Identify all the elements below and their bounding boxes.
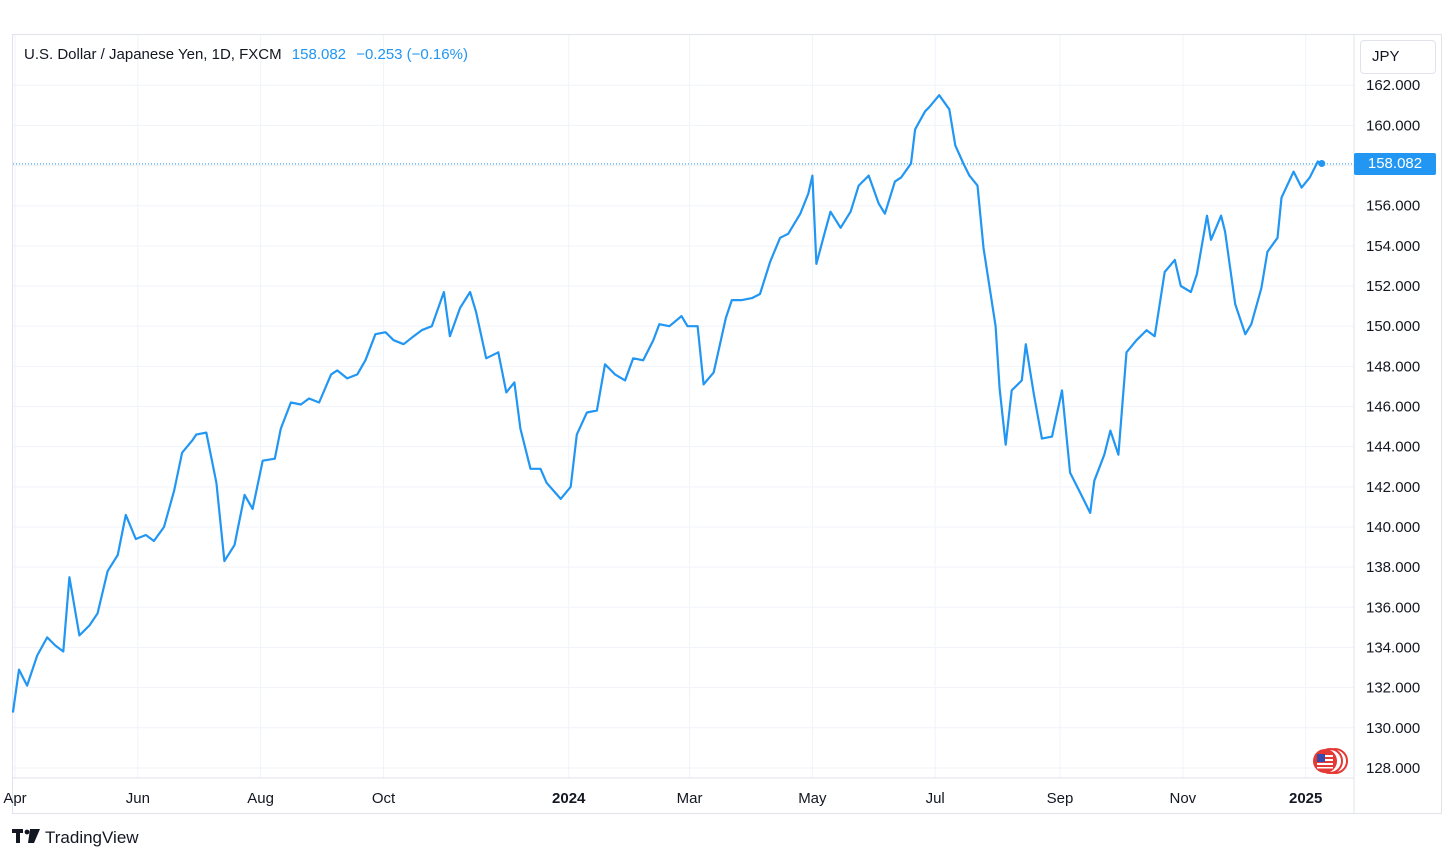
y-tick-label: 146.000 [1366, 399, 1420, 416]
x-tick-label: 2025 [1289, 790, 1322, 807]
y-tick-label: 160.000 [1366, 117, 1420, 134]
tradingview-brand[interactable]: TradingView [12, 826, 139, 850]
y-tick-label: 156.000 [1366, 198, 1420, 215]
y-tick-label: 138.000 [1366, 559, 1420, 576]
x-tick-label: Nov [1170, 790, 1197, 807]
y-tick-label: 154.000 [1366, 238, 1420, 255]
y-tick-label: 132.000 [1366, 680, 1420, 697]
y-tick-label: 130.000 [1366, 720, 1420, 737]
price-series-line [11, 94, 1323, 713]
y-tick-label: 134.000 [1366, 639, 1420, 656]
last-point-marker [1318, 160, 1326, 168]
currency-button[interactable]: JPY [1360, 40, 1436, 74]
y-tick-label: 136.000 [1366, 599, 1420, 616]
x-tick-label: Apr [3, 790, 26, 807]
chart-legend: U.S. Dollar / Japanese Yen, 1D, FXCM 158… [24, 46, 468, 63]
x-tick-label: Jun [126, 790, 150, 807]
y-tick-label: 148.000 [1366, 358, 1420, 375]
y-tick-label: 140.000 [1366, 519, 1420, 536]
x-tick-label: Mar [677, 790, 703, 807]
us-flag-icon[interactable] [1311, 746, 1351, 776]
y-tick-label: 152.000 [1366, 278, 1420, 295]
last-value: 158.082 [291, 46, 347, 63]
brand-name: TradingView [45, 828, 139, 847]
x-tick-label: May [798, 790, 827, 807]
chart-frame [12, 34, 1442, 814]
last-price-tag: 158.082 [1354, 152, 1436, 175]
symbol-title: U.S. Dollar / Japanese Yen, 1D, FXCM [24, 46, 282, 63]
y-tick-label: 150.000 [1366, 318, 1420, 335]
x-tick-label: Jul [926, 790, 945, 807]
x-tick-label: Aug [247, 790, 274, 807]
y-tick-label: 144.000 [1366, 439, 1420, 456]
price-change: −0.253 (−0.16%) [356, 46, 468, 63]
x-tick-label: Oct [372, 790, 396, 807]
tradingview-logo-icon [12, 828, 40, 848]
y-tick-label: 128.000 [1366, 760, 1420, 777]
x-tick-label: 2024 [552, 790, 586, 807]
y-tick-label: 162.000 [1366, 77, 1420, 94]
x-tick-label: Sep [1047, 790, 1074, 807]
y-tick-label: 142.000 [1366, 479, 1420, 496]
